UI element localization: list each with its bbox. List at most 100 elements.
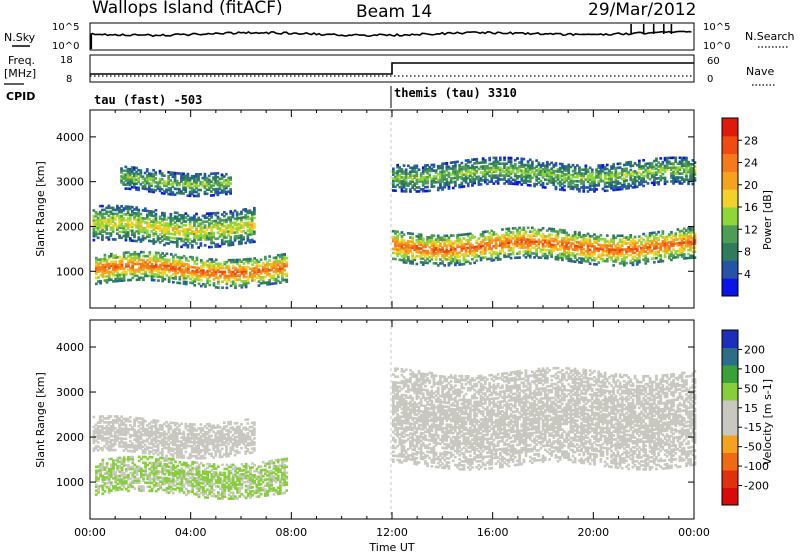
heatmap-cell (105, 281, 109, 284)
heatmap-cell (608, 179, 611, 182)
heatmap-cell (193, 232, 196, 235)
heatmap-cell (283, 259, 286, 262)
heatmap-cell (207, 188, 211, 191)
colorbar-tick-label: 28 (744, 134, 758, 147)
heatmap-cell (144, 461, 147, 465)
heatmap-cell (586, 252, 590, 255)
heatmap-cell (182, 264, 186, 268)
heatmap-cell (563, 174, 566, 178)
heatmap-cell (127, 475, 130, 479)
noise-sky-trace (89, 30, 692, 38)
heatmap-cell (687, 252, 690, 256)
heatmap-cell (665, 245, 669, 248)
heatmap-cell (242, 266, 246, 269)
heatmap-cell (599, 168, 603, 171)
heatmap-cell (573, 246, 577, 250)
heatmap-cell (511, 237, 515, 240)
heatmap-cell (586, 170, 590, 174)
heatmap-cell (113, 218, 117, 222)
heatmap-cell (210, 194, 213, 197)
heatmap-cell (173, 175, 177, 179)
heatmap-cell (593, 247, 596, 250)
heatmap-cell (152, 188, 155, 192)
heatmap-cell (573, 183, 577, 187)
heatmap-cell (543, 178, 547, 181)
heatmap-cell (208, 237, 211, 241)
heatmap-cell (590, 242, 594, 246)
heatmap-cell (208, 258, 212, 261)
heatmap-cell (507, 233, 511, 236)
heatmap-cell (518, 175, 521, 178)
heatmap-cell (477, 177, 481, 180)
heatmap-cell (680, 166, 684, 169)
heatmap-cell (122, 462, 126, 465)
heatmap-cell (561, 229, 564, 232)
heatmap-cell (434, 248, 438, 251)
heatmap-cell (214, 172, 217, 175)
heatmap-cell (646, 172, 650, 175)
heatmap-cell (473, 181, 476, 185)
heatmap-cell (496, 162, 500, 165)
heatmap-cell (631, 182, 635, 185)
heatmap-cell (274, 281, 278, 285)
heatmap-cell (554, 169, 558, 173)
heatmap-cell (668, 245, 671, 248)
heatmap-cell (501, 178, 504, 181)
heatmap-cell (522, 234, 526, 237)
heatmap-cell (573, 166, 577, 169)
heatmap-cell (161, 277, 164, 281)
heatmap-cell (520, 238, 524, 241)
heatmap-cell (601, 243, 605, 247)
heatmap-cell (469, 242, 472, 245)
heatmap-cell (152, 259, 156, 262)
heatmap-cell (133, 208, 136, 211)
heatmap-cell (233, 221, 237, 224)
heatmap-cell (169, 274, 173, 278)
heatmap-cell (251, 263, 254, 266)
heatmap-cell (582, 184, 586, 187)
heatmap-cell (163, 184, 166, 187)
heatmap-cell (479, 171, 483, 174)
heatmap-cell (404, 241, 408, 245)
heatmap-cell (674, 178, 678, 181)
heatmap-cell (565, 233, 568, 237)
heatmap-cell (122, 183, 125, 186)
heatmap-cell (396, 169, 399, 173)
heatmap-cell (127, 477, 130, 481)
heatmap-cell (186, 174, 190, 178)
heatmap-cell (174, 277, 177, 280)
heatmap-cell (160, 182, 164, 185)
heatmap-cell (501, 228, 504, 231)
heatmap-cell (135, 471, 139, 475)
heatmap-cell (451, 169, 455, 172)
heatmap-cell (195, 180, 198, 184)
heatmap-cell (691, 167, 695, 170)
heatmap-cell (588, 254, 592, 258)
heatmap-cell (400, 183, 404, 187)
heatmap-cell (526, 250, 530, 253)
heatmap-cell (114, 264, 117, 267)
heatmap-cell (537, 181, 541, 184)
heatmap-cell (172, 265, 175, 268)
heatmap-cell (460, 247, 464, 250)
heatmap-cell (443, 242, 446, 245)
heatmap-cell (635, 173, 639, 177)
heatmap-cell (682, 227, 686, 231)
heatmap-cell (150, 230, 153, 233)
heatmap-cell (608, 252, 611, 255)
heatmap-cell (663, 170, 667, 174)
heatmap-cell (672, 166, 675, 169)
heatmap-cell (494, 180, 498, 183)
heatmap-cell (434, 246, 438, 249)
heatmap-cell (167, 238, 171, 241)
heatmap-cell (475, 259, 479, 262)
heatmap-cell (208, 273, 212, 277)
heatmap-cell (195, 182, 198, 186)
heatmap-cell (118, 476, 122, 479)
heatmap-cell (156, 236, 160, 240)
heatmap-cell (447, 242, 451, 245)
heatmap-cell (128, 237, 132, 240)
heatmap-cell (494, 242, 498, 246)
heatmap-cell (561, 238, 564, 242)
heatmap-cell (128, 169, 132, 173)
